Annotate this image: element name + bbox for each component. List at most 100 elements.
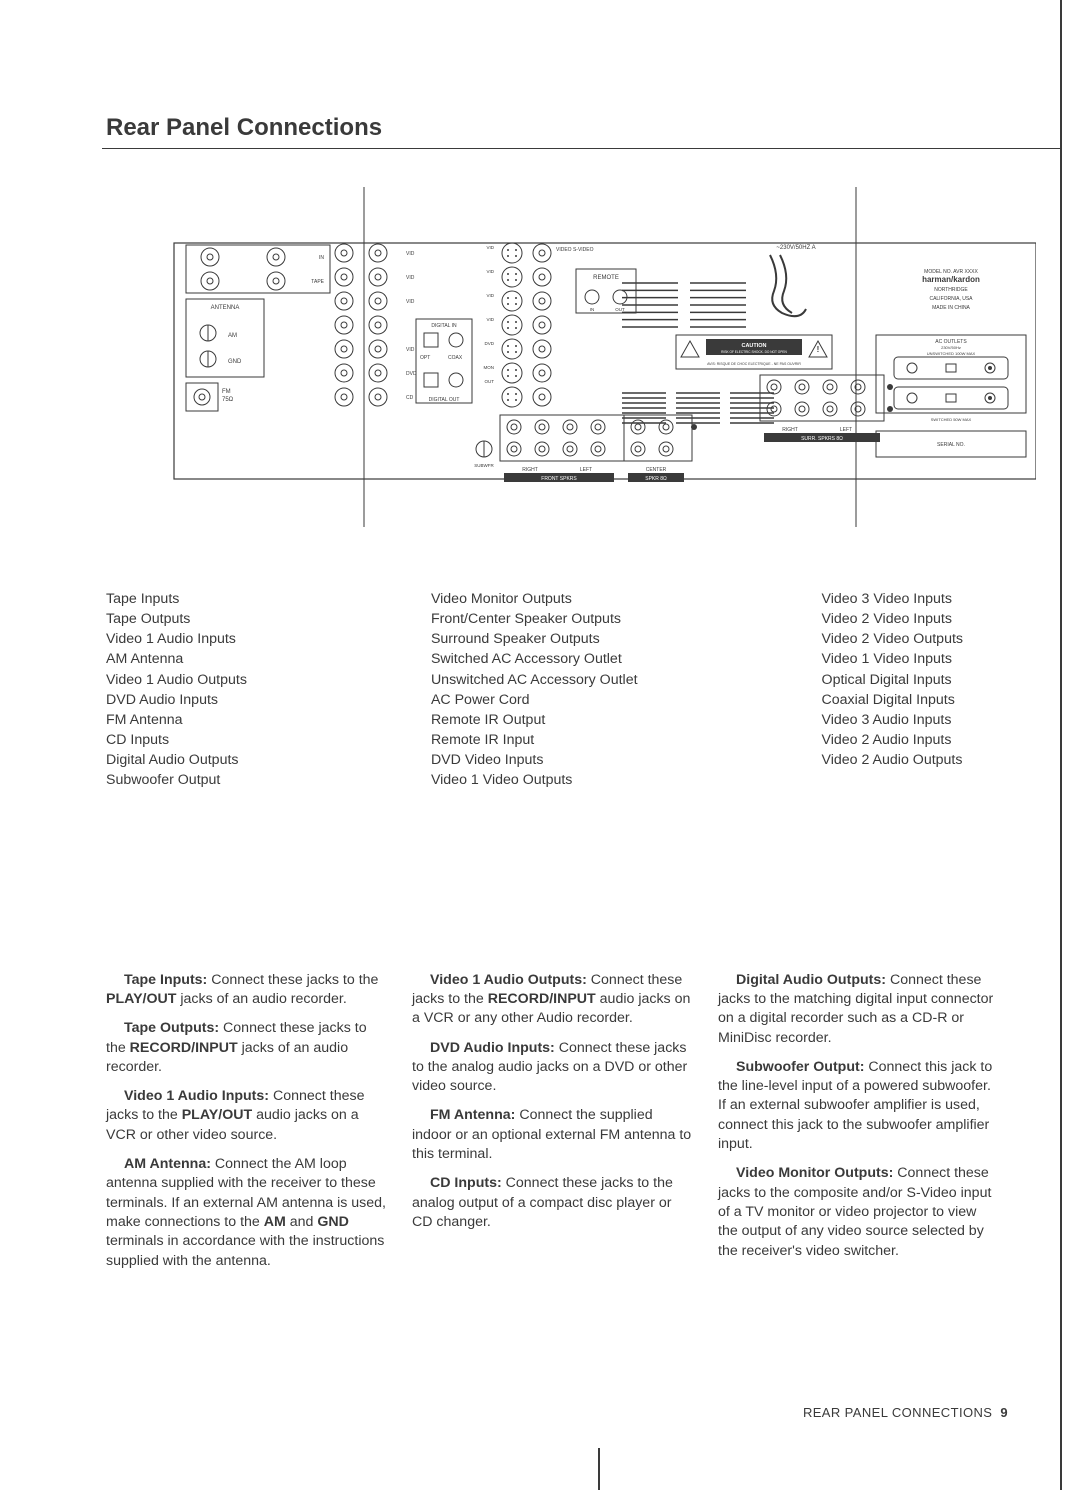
list-item: Video 2 Audio Outputs (822, 750, 963, 770)
svg-text:IN: IN (590, 307, 595, 312)
page-content: Rear Panel Connections IN TAPE ANTENNA AM GN… (0, 0, 1080, 1281)
svg-text:SPKR 8Ω: SPKR 8Ω (645, 476, 667, 482)
list-item: Remote IR Input (431, 730, 638, 750)
svg-text:VID: VID (486, 269, 494, 274)
list-item: Video 2 Video Inputs (822, 609, 963, 629)
list-item: Video 1 Audio Outputs (106, 670, 247, 690)
list-item: AC Power Cord (431, 690, 638, 710)
body-paragraph: CD Inputs: Connect these jacks to the an… (412, 1174, 692, 1232)
list-item: Video Monitor Outputs (431, 589, 638, 609)
list-item: Digital Audio Outputs (106, 750, 247, 770)
body-paragraph: Video 1 Audio Inputs: Connect these jack… (106, 1087, 386, 1145)
body-paragraph: Tape Inputs: Connect these jacks to the … (106, 971, 386, 1010)
body-column-2: Video 1 Audio Outputs: Connect these jac… (412, 971, 692, 1281)
list-item: DVD Video Inputs (431, 750, 638, 770)
svg-text:DVD: DVD (406, 371, 417, 377)
list-item: FM Antenna (106, 710, 247, 730)
svg-text:DIGITAL IN: DIGITAL IN (431, 323, 457, 329)
list-item: Tape Inputs (106, 589, 247, 609)
svg-text:CAUTION: CAUTION (741, 343, 766, 349)
body-paragraph: AM Antenna: Connect the AM loop antenna … (106, 1155, 386, 1271)
svg-text:DVD: DVD (484, 341, 494, 346)
svg-text:VID: VID (486, 293, 494, 298)
list-item: CD Inputs (106, 730, 247, 750)
body-column-1: Tape Inputs: Connect these jacks to the … (106, 971, 386, 1281)
svg-text:ANTENNA: ANTENNA (211, 305, 240, 311)
list-item: Video 2 Video Outputs (822, 629, 963, 649)
body-columns: Tape Inputs: Connect these jacks to the … (106, 971, 1010, 1281)
list-item: Switched AC Accessory Outlet (431, 649, 638, 669)
body-paragraph: Subwoofer Output: Connect this jack to t… (718, 1058, 998, 1155)
title-rule (102, 148, 1062, 149)
page-footer: REAR PANEL CONNECTIONS 9 (803, 1405, 1008, 1420)
list-item: Tape Outputs (106, 609, 247, 629)
list-item: Video 3 Audio Inputs (822, 710, 963, 730)
svg-text:RISK OF ELECTRIC SHOCK. DO NOT: RISK OF ELECTRIC SHOCK. DO NOT OPEN (721, 350, 787, 354)
svg-text:IN: IN (319, 255, 324, 261)
svg-text:VID: VID (486, 317, 494, 322)
rear-panel-diagram: IN TAPE ANTENNA AM GND FM 75Ω VID VID VID VID DVD CD… (136, 187, 1036, 527)
list-column-3: Video 3 Video InputsVideo 2 Video Inputs… (822, 589, 963, 791)
svg-text:VID: VID (406, 275, 415, 281)
svg-text:CD: CD (406, 395, 414, 401)
page-title: Rear Panel Connections (106, 114, 1010, 142)
svg-text:MADE IN CHINA: MADE IN CHINA (932, 305, 970, 311)
svg-text:OUT: OUT (615, 307, 625, 312)
svg-text:SERIAL NO.: SERIAL NO. (937, 442, 965, 448)
list-item: Front/Center Speaker Outputs (431, 609, 638, 629)
svg-text:RIGHT: RIGHT (782, 427, 798, 433)
svg-text:75Ω: 75Ω (222, 397, 234, 403)
svg-text:NORTHRIDGE: NORTHRIDGE (934, 287, 968, 293)
list-item: Subwoofer Output (106, 770, 247, 790)
body-paragraph: Tape Outputs: Connect these jacks to the… (106, 1019, 386, 1077)
footer-page: 9 (1000, 1405, 1008, 1420)
list-item: Video 1 Video Outputs (431, 770, 638, 790)
svg-text:COAX: COAX (448, 355, 463, 361)
svg-text:AM: AM (228, 333, 237, 339)
body-paragraph: FM Antenna: Connect the supplied indoor … (412, 1106, 692, 1164)
svg-text:VID: VID (486, 245, 494, 250)
svg-text:harman/kardon: harman/kardon (922, 275, 980, 284)
svg-text:230V/50Hz: 230V/50Hz (941, 345, 961, 350)
body-paragraph: Video 1 Audio Outputs: Connect these jac… (412, 971, 692, 1029)
svg-text:SUBWFR: SUBWFR (474, 463, 494, 468)
list-item: Remote IR Output (431, 710, 638, 730)
svg-text:FRONT SPKRS: FRONT SPKRS (541, 476, 577, 482)
body-column-3: Digital Audio Outputs: Connect these jac… (718, 971, 998, 1281)
svg-text:CENTER: CENTER (646, 467, 667, 473)
list-column-2: Video Monitor OutputsFront/Center Speake… (431, 589, 638, 791)
list-item: Optical Digital Inputs (822, 670, 963, 690)
connection-lists: Tape InputsTape OutputsVideo 1 Audio Inp… (106, 589, 1010, 791)
svg-text:GND: GND (228, 359, 242, 365)
page-divider-bottom (598, 1448, 600, 1490)
list-item: Video 1 Video Inputs (822, 649, 963, 669)
page-divider-right (1060, 0, 1062, 1490)
list-column-1: Tape InputsTape OutputsVideo 1 Audio Inp… (106, 589, 247, 791)
svg-text:LEFT: LEFT (580, 467, 592, 473)
list-item: Coaxial Digital Inputs (822, 690, 963, 710)
body-paragraph: DVD Audio Inputs: Connect these jacks to… (412, 1039, 692, 1097)
svg-text:RIGHT: RIGHT (522, 467, 538, 473)
footer-label: REAR PANEL CONNECTIONS (803, 1405, 992, 1420)
list-item: Video 1 Audio Inputs (106, 629, 247, 649)
svg-text:VID: VID (406, 251, 415, 257)
svg-text:FM: FM (222, 389, 231, 395)
svg-text:OUT: OUT (485, 379, 495, 384)
svg-text:TAPE: TAPE (311, 279, 324, 285)
svg-text:VIDEO S-VIDEO: VIDEO S-VIDEO (556, 247, 594, 253)
svg-text:VID: VID (406, 347, 415, 353)
list-item: Video 3 Video Inputs (822, 589, 963, 609)
list-item: Video 2 Audio Inputs (822, 730, 963, 750)
svg-text:MON: MON (484, 365, 495, 370)
svg-text:SURR. SPKRS 8Ω: SURR. SPKRS 8Ω (801, 436, 843, 442)
svg-text:UNSWITCHED 100W MAX: UNSWITCHED 100W MAX (927, 351, 976, 356)
svg-text:LEFT: LEFT (840, 427, 852, 433)
body-paragraph: Digital Audio Outputs: Connect these jac… (718, 971, 998, 1048)
svg-text:SWITCHED 50W MAX: SWITCHED 50W MAX (931, 417, 972, 422)
svg-text:VID: VID (406, 299, 415, 305)
list-item: Surround Speaker Outputs (431, 629, 638, 649)
svg-text:AVIS: RISQUE DE CHOC ELECTRIQU: AVIS: RISQUE DE CHOC ELECTRIQUE - NE PAS… (707, 362, 801, 366)
svg-text:~230V/50HZ A: ~230V/50HZ A (776, 245, 815, 251)
svg-text:!: ! (817, 345, 820, 354)
svg-text:REMOTE: REMOTE (593, 275, 619, 281)
